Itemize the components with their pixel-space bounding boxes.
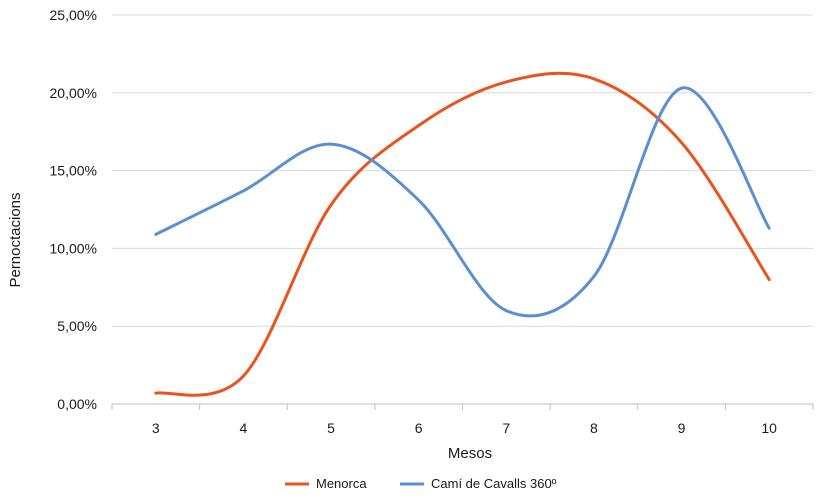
gridlines [112,14,813,327]
y-tick-label: 15,00% [50,163,97,179]
x-tick-label: 4 [240,420,248,436]
x-axis-title: Mesos [448,445,492,462]
y-tick-label: 5,00% [57,318,97,334]
x-tick-label: 5 [327,420,335,436]
x-tick-label: 3 [152,420,160,436]
series-lines [154,71,771,397]
y-axis-title: Pernoctacions [7,192,24,287]
legend-label: Menorca [316,476,367,491]
x-tick-label: 10 [761,420,777,436]
y-tick-label: 20,00% [50,85,97,101]
y-tick-label: 25,00% [50,7,97,23]
x-tick-label: 7 [502,420,510,436]
legend: Menorca Camí de Cavalls 360º [285,476,557,491]
x-tick-label: 8 [590,420,598,436]
y-tick-label: 0,00% [57,396,97,412]
x-tick-label: 9 [678,420,686,436]
series-line-menorca [154,71,771,397]
x-tick-label: 6 [415,420,423,436]
axes: 0,00% 5,00% 10,00% 15,00% 20,00% 25,00% 3 4 5 6 7 8… [50,7,814,436]
series-line-cami-de-cavalls [154,86,771,318]
legend-label: Camí de Cavalls 360º [431,476,557,491]
y-tick-label: 10,00% [50,240,97,256]
